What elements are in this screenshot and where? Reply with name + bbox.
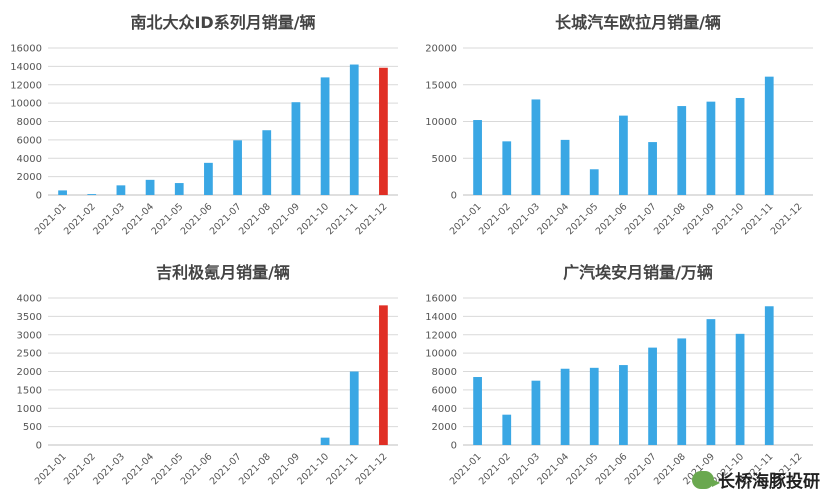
y-tick-label: 14000 <box>10 62 42 73</box>
y-tick-label: 1500 <box>17 385 42 396</box>
y-tick-label: 6000 <box>17 135 42 146</box>
bar <box>349 64 359 195</box>
chart-svg: 长城汽车欧拉月销量/辆050001000015000200002021-0120… <box>425 13 813 237</box>
chart-title: 广汽埃安月销量/万辆 <box>563 263 713 282</box>
y-tick-label: 8000 <box>17 117 42 128</box>
bar <box>735 97 745 195</box>
bar <box>764 306 774 445</box>
y-tick-label: 2000 <box>432 422 457 433</box>
bar <box>502 414 512 445</box>
bar <box>233 140 242 195</box>
x-tick-label: 2021-12 <box>354 451 390 487</box>
bar <box>204 162 213 195</box>
chart-svg: 广汽埃安月销量/万辆 0 2000 4000 6000 8000 10000 12000 140… <box>425 263 813 487</box>
y-tick-label: 16000 <box>425 294 457 305</box>
y-tick-label: 2500 <box>17 349 42 360</box>
y-tick-label: 15000 <box>425 80 457 91</box>
chart-panel-ora: 长城汽车欧拉月销量/辆 0 5000 10000 15000 20000 2021-01 20… <box>415 0 830 250</box>
bar <box>58 190 67 195</box>
bar <box>473 120 482 195</box>
watermark-text: 长桥海豚投研 <box>718 472 820 492</box>
y-tick-label: 4000 <box>17 294 42 305</box>
y-tick-label: 10000 <box>425 349 457 360</box>
chart-panel-zeekr: 吉利极氪月销量/辆 0 500 1000 1500 2000 2500 3000 3500 400… <box>0 250 415 500</box>
y-tick-label: 4000 <box>17 154 42 165</box>
bar <box>174 183 184 195</box>
chart-title: 长城汽车欧拉月销量/辆 <box>555 13 721 32</box>
y-tick-label: 1000 <box>17 404 42 415</box>
bar <box>706 319 716 445</box>
bar <box>706 101 716 195</box>
y-tick-label: 0 <box>451 191 457 202</box>
y-tick-label: 14000 <box>425 312 457 323</box>
wechat-icon <box>692 470 720 489</box>
y-tick-label: 500 <box>23 422 42 433</box>
y-tick-label: 10000 <box>425 117 457 128</box>
bar <box>531 380 541 445</box>
bar <box>473 377 482 445</box>
y-tick-label: 12000 <box>10 80 42 91</box>
y-tick-label: 8000 <box>432 367 457 378</box>
y-tick-label: 2000 <box>17 367 42 378</box>
bar <box>87 194 97 195</box>
bar <box>735 333 745 445</box>
bar <box>262 130 272 195</box>
bar <box>502 141 512 195</box>
y-tick-label: 16000 <box>10 44 42 55</box>
bar <box>349 371 359 445</box>
chart-title: 吉利极氪月销量/辆 <box>156 263 290 282</box>
chart-title: 南北大众ID系列月销量/辆 <box>130 13 315 32</box>
bar <box>619 115 628 195</box>
y-tick-label: 0 <box>451 441 457 452</box>
y-tick-label: 0 <box>36 191 42 202</box>
bar <box>291 102 301 195</box>
chart-svg: 南北大众ID系列月销量/辆 0 2000 4000 6000 8000 10000 12000… <box>10 13 398 237</box>
y-tick-label: 2000 <box>17 172 42 183</box>
bar <box>531 99 541 195</box>
x-tick-label: 2021-12 <box>354 201 390 237</box>
y-tick-label: 20000 <box>425 44 457 55</box>
bar <box>589 367 599 445</box>
bar <box>677 106 687 195</box>
bar <box>320 77 330 195</box>
chart-panel-vw-id: 南北大众ID系列月销量/辆 0 2000 4000 6000 8000 10000 12000… <box>0 0 415 250</box>
bar <box>589 169 599 195</box>
y-tick-label: 12000 <box>425 330 457 341</box>
watermark: 长桥海豚投研 <box>692 467 820 492</box>
bar <box>379 67 388 195</box>
bar <box>145 179 155 195</box>
bar <box>648 142 657 195</box>
y-tick-label: 5000 <box>432 154 457 165</box>
bar <box>619 365 628 445</box>
bar <box>560 139 570 195</box>
y-tick-label: 3500 <box>17 312 42 323</box>
chart-svg: 吉利极氪月销量/辆 0 500 1000 1500 2000 2500 3000 3500 400… <box>17 263 398 487</box>
y-tick-label: 0 <box>36 441 42 452</box>
bar <box>320 437 330 445</box>
bar <box>648 347 657 445</box>
y-tick-label: 4000 <box>432 404 457 415</box>
chart-panel-aion: 广汽埃安月销量/万辆 0 2000 4000 6000 8000 10000 12000 140… <box>415 250 830 500</box>
bar <box>116 185 126 195</box>
y-tick-label: 3000 <box>17 330 42 341</box>
bar <box>764 76 774 195</box>
bar <box>677 338 687 445</box>
x-tick-label: 2021-12 <box>769 201 805 237</box>
bar <box>379 305 388 445</box>
y-tick-label: 10000 <box>10 99 42 110</box>
bar <box>560 368 570 445</box>
y-tick-label: 6000 <box>432 385 457 396</box>
